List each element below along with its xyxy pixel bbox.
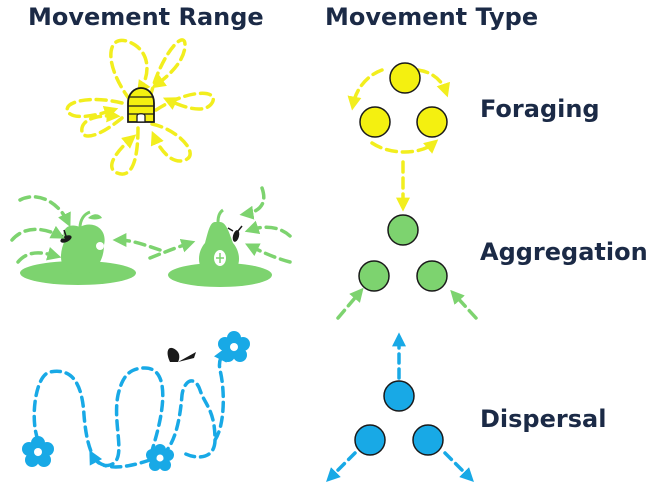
aggregation-arrow <box>20 197 68 222</box>
aggregation-arrow <box>18 253 56 262</box>
wandering-path <box>34 368 163 467</box>
wandering-path <box>162 352 224 457</box>
flower-icon <box>218 331 250 362</box>
aggregation-type-diagram <box>338 215 476 318</box>
foraging-label: Foraging <box>480 95 600 123</box>
dispersal-arrow <box>330 453 355 478</box>
individual-circle <box>355 425 385 455</box>
foraging-loop-arrow <box>152 124 190 161</box>
foraging-loop-arrow <box>67 100 122 117</box>
aggregation-arrow <box>338 292 360 318</box>
aggregation-arrow <box>150 243 190 258</box>
dispersal-range-illustration <box>22 331 250 471</box>
foraging-loop-arrow <box>82 116 122 136</box>
dispersal-arrow <box>445 453 470 478</box>
aggregation-range-illustration <box>12 188 290 287</box>
individual-circle <box>359 261 389 291</box>
individual-circle <box>388 215 418 245</box>
cycle-arrow <box>372 143 434 152</box>
aggregation-arrow <box>12 229 60 240</box>
individual-circle <box>390 63 420 93</box>
individual-circle <box>413 425 443 455</box>
foraging-loop-arrow <box>150 40 185 98</box>
dispersal-type-diagram <box>330 338 470 478</box>
pear-icon <box>199 210 239 275</box>
individual-circle <box>417 107 447 137</box>
flower-icon <box>146 444 174 471</box>
individual-circle <box>360 107 390 137</box>
beehive-icon <box>128 88 154 122</box>
butterfly-icon <box>168 348 196 362</box>
aggregation-arrow <box>250 227 290 236</box>
individual-circle <box>417 261 447 291</box>
aggregation-arrow <box>250 246 290 262</box>
foraging-range-illustration <box>67 40 213 174</box>
aggregation-label: Aggregation <box>480 238 648 266</box>
foraging-loop-arrow <box>156 93 213 110</box>
dispersal-label: Dispersal <box>480 405 606 433</box>
cycle-arrow <box>418 70 446 92</box>
cycle-arrow <box>353 70 382 105</box>
aggregation-arrow <box>118 240 160 250</box>
flower-icon <box>22 436 54 467</box>
aggregation-arrow <box>454 294 476 318</box>
aggregation-arrow <box>245 188 264 214</box>
foraging-type-diagram <box>353 63 447 152</box>
individual-circle <box>384 381 414 411</box>
foraging-loop-arrow <box>112 128 138 174</box>
